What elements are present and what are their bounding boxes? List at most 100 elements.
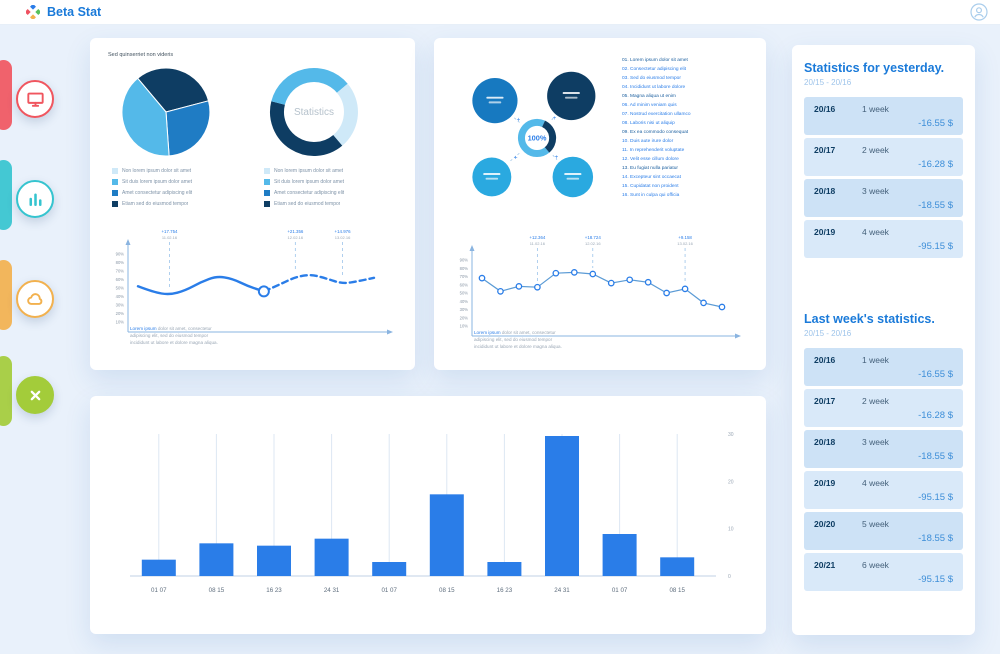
bar-chart-card: 01 07 08 15 16 23 24 31 01 07 08 15 16 23 24 31…	[90, 396, 766, 634]
radial-diagram: 100% + + + +	[472, 71, 596, 198]
svg-text:30%: 30%	[460, 307, 469, 312]
row-week: 3 week	[862, 437, 889, 447]
topbar: Beta Stat	[0, 0, 1000, 25]
row-date: 20/16	[814, 104, 836, 114]
stats-row: 20/20 5 week -18.55 $	[804, 512, 963, 550]
sidebar-item-close[interactable]	[0, 356, 60, 426]
stats-section-yesterday: Statistics for yesterday. 20/15 - 20/16 …	[804, 61, 963, 258]
legend-item: Amet consectetur adipiscing elit	[112, 190, 230, 196]
ribbon-decoration	[0, 260, 12, 330]
row-week: 2 week	[862, 396, 889, 406]
ribbon-decoration	[0, 60, 12, 130]
diagram-text-column: 01. Lorem ipsum dolor sit amet 02. Consec…	[622, 56, 754, 200]
svg-text:+: +	[517, 117, 521, 124]
legend-item: Non lorem ipsum dolor sit amet	[112, 168, 230, 174]
svg-text:+21.356: +21.356	[287, 229, 304, 234]
row-week: 5 week	[862, 519, 889, 529]
stats-rows: 20/16 1 week -16.55 $20/17 2 week -16.28 $20…	[804, 97, 963, 258]
row-date: 20/17	[814, 145, 836, 155]
svg-text:40%: 40%	[116, 294, 125, 299]
donut-center-label: Statistics	[294, 107, 334, 118]
row-amount: -95.15 $	[918, 241, 953, 252]
svg-text:50%: 50%	[116, 286, 125, 291]
row-amount: -18.55 $	[918, 451, 953, 462]
svg-text:13.02.16: 13.02.16	[335, 235, 351, 240]
row-amount: -18.55 $	[918, 200, 953, 211]
user-avatar-button[interactable]	[970, 3, 988, 21]
svg-text:70%: 70%	[116, 269, 125, 274]
text-line: 02. Consectetur adipiscing elit	[622, 67, 686, 72]
text-line: 14. Excepteur sint occaecat	[622, 175, 681, 180]
legend-swatch	[264, 168, 270, 174]
row-date: 20/21	[814, 560, 836, 570]
legend-label: Sit duis lorem ipsum dolor amet	[122, 179, 193, 185]
svg-text:30: 30	[728, 432, 734, 438]
weekly-line-chart: 90% 80% 70% 60% 50% 40% 30% 20% 10% +12.36411.02.…	[460, 235, 741, 339]
row-amount: -95.15 $	[918, 492, 953, 503]
svg-text:20: 20	[728, 479, 734, 485]
svg-text:+9.158: +9.158	[678, 235, 692, 240]
svg-text:+17.754: +17.754	[161, 229, 178, 234]
svg-text:08 15: 08 15	[669, 587, 685, 594]
svg-text:30%: 30%	[116, 303, 125, 308]
monitor-icon	[16, 80, 54, 118]
svg-text:01 07: 01 07	[612, 587, 628, 594]
svg-text:12.02.16: 12.02.16	[585, 241, 601, 246]
stats-row: 20/19 4 week -95.15 $	[804, 220, 963, 258]
legend-label: Amet consectetur adipiscing elit	[274, 190, 345, 196]
legend-swatch	[112, 201, 118, 207]
svg-text:20%: 20%	[116, 311, 125, 316]
svg-text:+18.724: +18.724	[585, 235, 602, 240]
row-date: 20/19	[814, 478, 836, 488]
row-date: 20/16	[814, 355, 836, 365]
brand[interactable]: Beta Stat	[26, 5, 101, 19]
legend-item: Etiam sed do eiusmod tempor	[264, 201, 382, 207]
legend-left: Non lorem ipsum dolor sit amet Sit duis l…	[112, 168, 230, 212]
row-date: 20/17	[814, 396, 836, 406]
sidebar-item-chart[interactable]	[0, 160, 60, 230]
text-line: 12. Velit esse cillum dolore	[622, 157, 679, 162]
app-title: Beta Stat	[47, 5, 102, 19]
svg-text:80%: 80%	[460, 266, 469, 271]
legend-swatch	[264, 179, 270, 185]
stats-panel: Statistics for yesterday. 20/15 - 20/16 …	[792, 45, 975, 635]
text-line: 01. Lorem ipsum dolor sit amet	[622, 58, 688, 63]
row-date: 20/18	[814, 437, 836, 447]
overview-card: Sed quinserriet non videris Statistics N…	[90, 38, 415, 370]
caption-lead: Lorem ipsum	[130, 326, 157, 331]
caption-rest: dolor sit amet, consectetur adipiscing e…	[130, 326, 218, 345]
chart-caption: Lorem ipsum dolor sit amet, consectetur …	[130, 326, 224, 347]
caption-rest: dolor sit amet, consectetur adipiscing e…	[474, 330, 562, 349]
sidebar-item-cloud[interactable]	[0, 260, 60, 330]
app-logo-icon	[26, 5, 40, 19]
chart-caption: Lorem ipsum dolor sit amet, consectetur …	[474, 330, 568, 351]
svg-text:80%: 80%	[116, 260, 125, 265]
stats-row: 20/18 3 week -18.55 $	[804, 430, 963, 468]
legend-item: Amet consectetur adipiscing elit	[264, 190, 382, 196]
stats-rows: 20/16 1 week -16.55 $20/17 2 week -16.28 $20…	[804, 348, 963, 591]
svg-text:16 23: 16 23	[266, 587, 282, 594]
row-week: 2 week	[862, 145, 889, 155]
row-week: 6 week	[862, 560, 889, 570]
row-week: 1 week	[862, 355, 889, 365]
svg-text:01 07: 01 07	[151, 587, 167, 594]
sidebar-item-monitor[interactable]	[0, 60, 60, 130]
svg-text:+: +	[553, 115, 557, 122]
svg-text:24 31: 24 31	[324, 587, 340, 594]
cloud-icon	[16, 280, 54, 318]
radial-center-label: 100%	[528, 133, 547, 142]
svg-text:12.02.16: 12.02.16	[288, 235, 304, 240]
legend-item: Sit duis lorem ipsum dolor amet	[112, 179, 230, 185]
legend-item: Etiam sed do eiusmod tempor	[112, 201, 230, 207]
trend-line-chart: 90% 80% 70% 60% 50% 40% 30% 20% 10% +17.75411.02.…	[116, 229, 393, 335]
svg-text:10: 10	[728, 527, 734, 533]
svg-text:+: +	[555, 154, 559, 161]
row-amount: -16.28 $	[918, 410, 953, 421]
row-amount: -18.55 $	[918, 533, 953, 544]
stats-section-lastweek: Last week's statistics. 20/15 - 20/16 20…	[804, 312, 963, 591]
ribbon-decoration	[0, 356, 12, 426]
svg-text:+12.364: +12.364	[529, 235, 546, 240]
svg-text:08 15: 08 15	[439, 587, 455, 594]
text-line: 09. Ex ea commodo consequat	[622, 130, 689, 135]
svg-text:10%: 10%	[116, 320, 125, 325]
